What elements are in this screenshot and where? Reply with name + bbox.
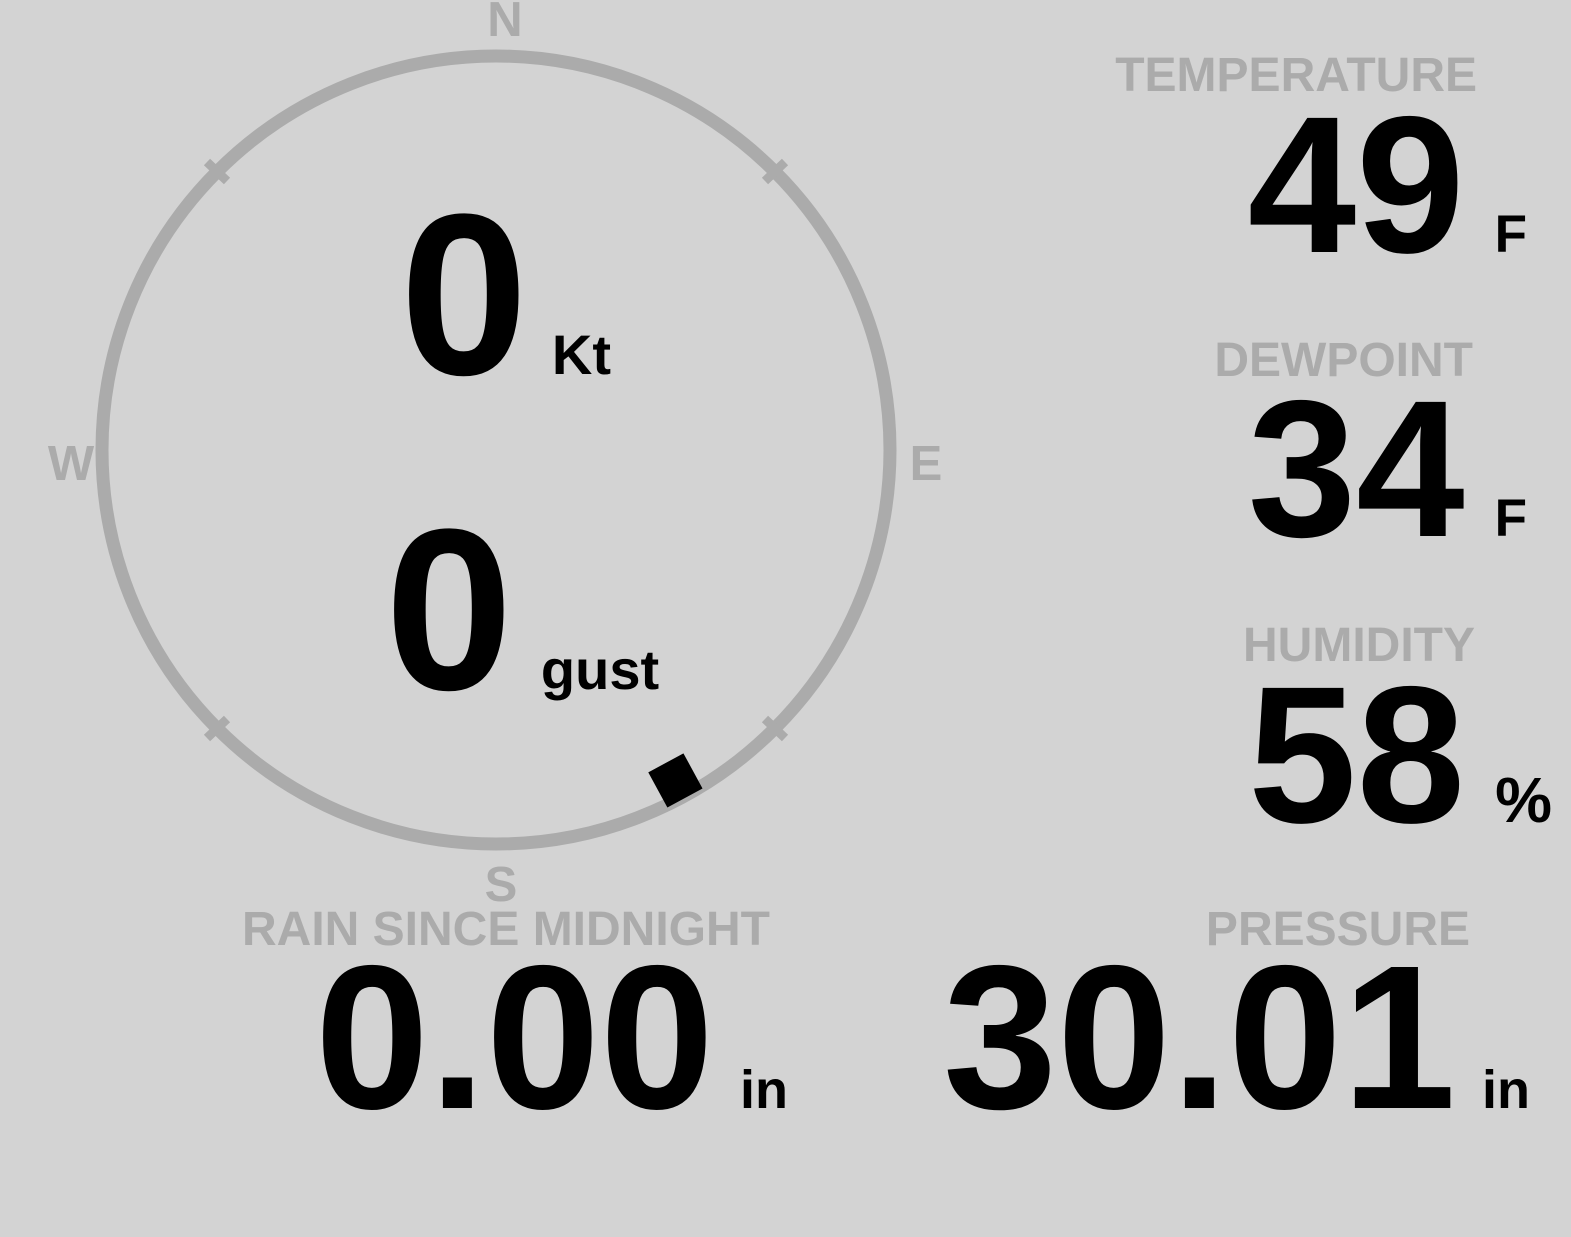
temperature-value: 49 xyxy=(1247,76,1465,294)
rain-unit: in xyxy=(740,1060,788,1120)
cardinal-west-label: W xyxy=(47,437,95,491)
dewpoint-label: DEWPOINT xyxy=(1214,334,1473,387)
temperature-label: TEMPERATURE xyxy=(1115,49,1477,102)
cardinal-north-label: N xyxy=(487,0,523,47)
humidity-label: HUMIDITY xyxy=(1243,619,1475,672)
wind-gust-unit: gust xyxy=(540,638,660,701)
tick-ne-icon xyxy=(761,158,789,185)
wind-speed-value: 0 xyxy=(400,166,528,423)
compass-ring xyxy=(95,49,897,851)
wind-gust-readout: 0 gust xyxy=(385,495,659,725)
rain-readout: 0.00 in xyxy=(315,935,788,1140)
pressure-readout: 30.01 in xyxy=(943,935,1530,1140)
tick-se-icon xyxy=(761,715,789,742)
dewpoint-readout: 34 F xyxy=(1248,372,1527,567)
humidity-unit: % xyxy=(1495,764,1552,836)
tick-sw-icon xyxy=(203,715,231,742)
cardinal-south-label: S xyxy=(484,858,518,912)
cardinal-east-label: E xyxy=(909,437,943,491)
pressure-label: PRESSURE xyxy=(1205,903,1470,956)
pressure-value: 30.01 xyxy=(942,923,1456,1152)
wind-gust-value: 0 xyxy=(385,481,513,738)
compass-intercardinal-ticks xyxy=(203,158,789,742)
temperature-unit: F xyxy=(1494,205,1527,264)
humidity-value: 58 xyxy=(1248,646,1466,864)
wind-direction-marker xyxy=(648,753,703,808)
pressure-unit: in xyxy=(1482,1060,1530,1120)
temperature-readout: 49 F xyxy=(1248,88,1527,283)
wind-speed-unit: Kt xyxy=(551,323,612,386)
rain-value: 0.00 xyxy=(315,923,714,1152)
rain-label: RAIN SINCE MIDNIGHT xyxy=(242,903,770,956)
humidity-readout: 58 % xyxy=(1248,658,1552,853)
wind-speed-readout: 0 Kt xyxy=(400,180,611,410)
dewpoint-value: 34 xyxy=(1247,360,1465,578)
dewpoint-unit: F xyxy=(1494,489,1527,548)
tick-nw-icon xyxy=(203,158,231,185)
